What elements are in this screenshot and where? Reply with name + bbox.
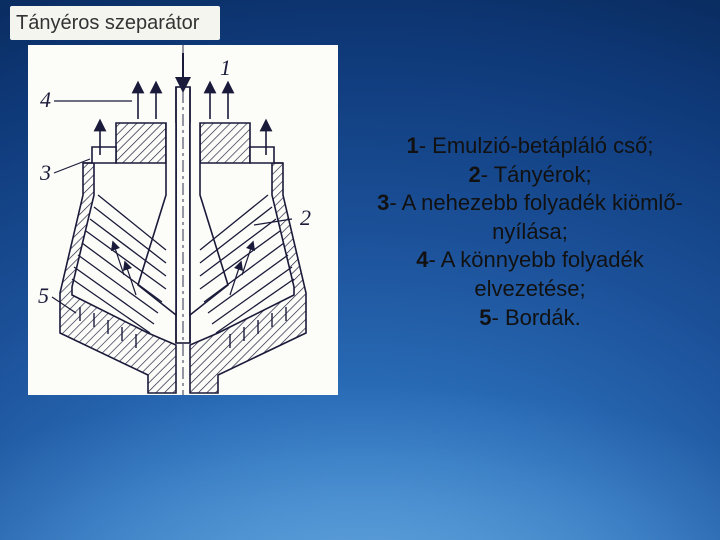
title-panel: Tányéros szeparátor: [10, 6, 220, 40]
slide-title: Tányéros szeparátor: [16, 12, 199, 35]
legend: 1- Emulzió-betápláló cső; 2- Tányérok; 3…: [360, 132, 700, 332]
legend-item-5: 5- Bordák.: [360, 304, 700, 333]
legend-item-1: 1- Emulzió-betápláló cső;: [360, 132, 700, 161]
legend-item-4: 4- A könnyebb folyadék elvezetése;: [360, 246, 700, 303]
label-4: 4: [40, 87, 51, 112]
legend-item-2: 2- Tányérok;: [360, 161, 700, 190]
label-5: 5: [38, 283, 49, 308]
label-1: 1: [220, 55, 231, 80]
label-2: 2: [300, 205, 311, 230]
legend-item-3: 3- A nehezebb folyadék kiömlő-nyílása;: [360, 189, 700, 246]
diagram-svg: 1 2 3 4 5: [28, 45, 338, 395]
separator-diagram: 1 2 3 4 5: [28, 45, 338, 395]
label-3: 3: [39, 160, 51, 185]
